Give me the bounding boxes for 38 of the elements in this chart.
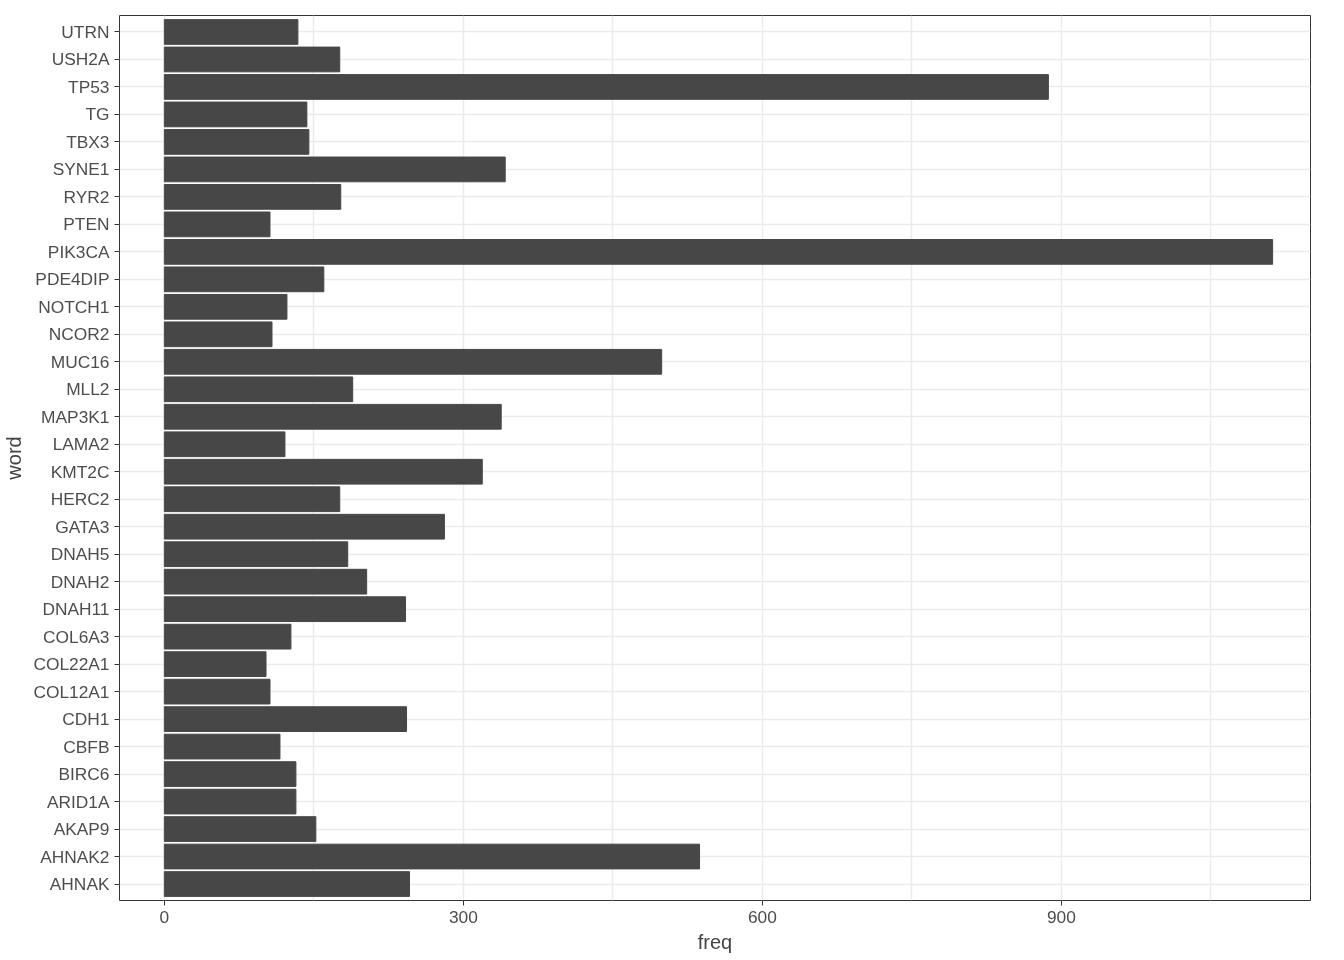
y-tick-label: HERC2	[50, 489, 110, 510]
y-tick-label: SYNE1	[52, 159, 110, 180]
x-tick-label: 900	[1046, 906, 1076, 927]
y-tick-label: PDE4DIP	[35, 269, 110, 290]
y-tick-label: CBFB	[63, 736, 110, 757]
y-tick-label: ARID1A	[46, 791, 110, 812]
x-tick-label: 300	[448, 906, 478, 927]
y-tick-label: AKAP9	[53, 819, 110, 840]
x-axis-title: freq	[697, 930, 733, 953]
x-tick-label: 0	[159, 906, 170, 927]
y-axis-title: word	[3, 436, 26, 481]
y-tick-label: DNAH2	[50, 571, 110, 592]
y-tick-label: USH2A	[51, 49, 110, 70]
y-tick-label: CDH1	[62, 709, 110, 730]
y-tick-label: COL22A1	[33, 654, 110, 675]
y-tick-label: LAMA2	[52, 434, 110, 455]
y-tick-label: AHNAK2	[40, 846, 110, 867]
y-tick-label: MUC16	[50, 351, 110, 372]
y-tick-label: COL6A3	[43, 626, 110, 647]
y-tick-label: COL12A1	[33, 681, 110, 702]
y-tick-label: PTEN	[63, 214, 110, 235]
y-tick-label: TBX3	[66, 131, 110, 152]
y-tick-label: BIRC6	[58, 764, 110, 785]
y-tick-label: DNAH5	[50, 544, 110, 565]
x-tick-label: 600	[747, 906, 777, 927]
y-tick-label: AHNAK	[49, 874, 110, 895]
y-tick-label: DNAH11	[42, 599, 110, 620]
y-tick-label: MLL2	[66, 379, 110, 400]
y-tick-label: TP53	[68, 76, 110, 97]
y-tick-label: NCOR2	[48, 324, 110, 345]
y-tick-label: RYR2	[63, 186, 110, 207]
y-tick-label: PIK3CA	[47, 241, 110, 262]
y-tick-label: UTRN	[61, 21, 110, 42]
y-tick-label: TG	[85, 104, 110, 125]
y-tick-label: GATA3	[55, 516, 110, 537]
y-tick-label: NOTCH1	[38, 296, 110, 317]
y-tick-label: MAP3K1	[41, 406, 110, 427]
y-tick-label: KMT2C	[50, 461, 110, 482]
